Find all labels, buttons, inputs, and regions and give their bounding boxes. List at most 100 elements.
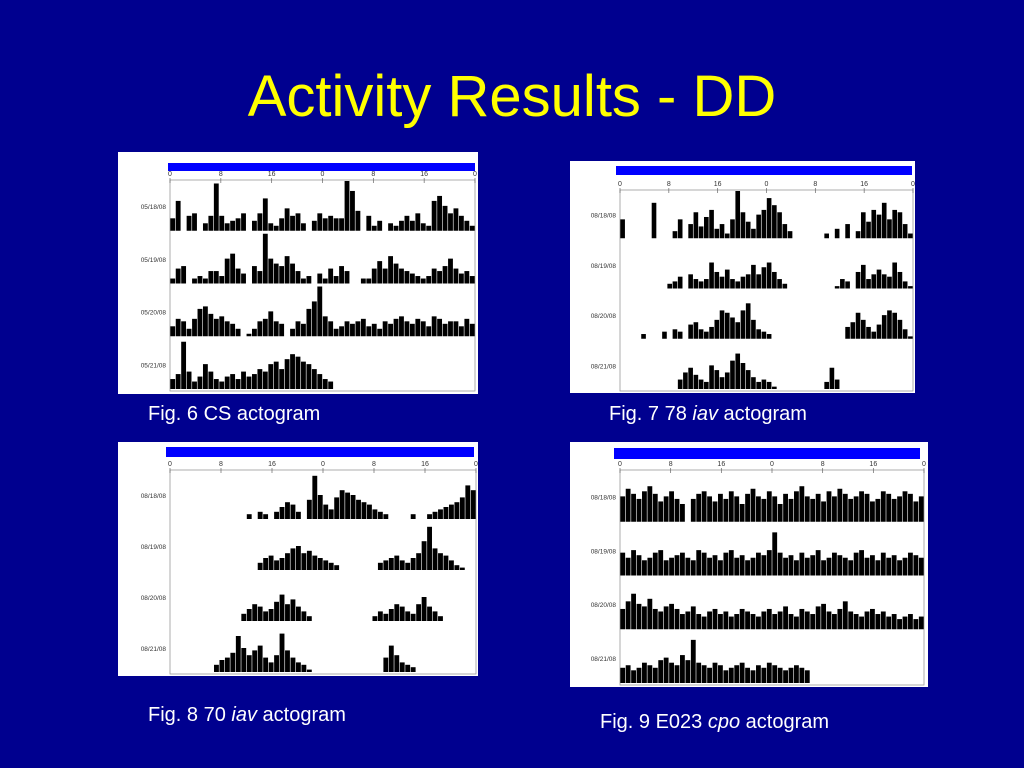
activity-bar <box>772 205 777 239</box>
activity-bar <box>453 268 459 284</box>
activity-bar <box>685 660 691 683</box>
activity-bar <box>202 278 208 284</box>
row-date-label: 08/21/08 <box>591 363 617 370</box>
activity-bar <box>777 611 783 630</box>
activity-bar <box>416 604 422 621</box>
activity-bar <box>344 321 350 337</box>
activity-bar <box>420 321 426 337</box>
activity-bar <box>652 493 658 522</box>
row-date-label: 08/18/08 <box>141 493 167 500</box>
activity-bar <box>213 183 219 231</box>
x-tick-label: 0 <box>765 181 769 188</box>
activity-bar <box>241 371 246 389</box>
activity-bar <box>642 606 647 630</box>
activity-bar <box>734 496 740 522</box>
activity-bar <box>683 372 688 389</box>
activity-bar <box>268 555 274 570</box>
row-date-label: 08/19/08 <box>591 548 617 555</box>
activity-bar <box>782 224 788 239</box>
activity-bar <box>426 276 432 284</box>
activity-bar <box>274 601 279 621</box>
activity-bar <box>751 228 756 239</box>
activity-bar <box>311 220 317 231</box>
activity-bar <box>464 220 470 231</box>
activity-bar <box>241 213 246 231</box>
activity-bar <box>701 491 707 522</box>
caption-italic: cpo <box>707 711 741 733</box>
activity-bar <box>886 557 892 576</box>
activity-bar <box>350 495 356 519</box>
x-tick-label: 8 <box>219 171 223 178</box>
activity-bar <box>845 326 850 339</box>
activity-bar <box>388 223 394 231</box>
activity-bar <box>322 278 328 284</box>
activity-bar <box>870 608 875 630</box>
activity-bar <box>837 488 843 522</box>
activity-bar <box>426 225 432 231</box>
activity-bar <box>730 279 735 289</box>
activity-bar <box>279 218 285 231</box>
activity-bar <box>693 322 699 339</box>
activity-bar <box>469 225 475 231</box>
activity-bar <box>345 492 351 519</box>
caption-prefix: Fig. 9 E023 <box>600 711 703 733</box>
activity-bar <box>214 664 219 672</box>
activity-bar <box>876 269 882 289</box>
activity-bar <box>719 276 725 289</box>
activity-bar <box>837 608 843 630</box>
activity-bar <box>268 662 274 672</box>
activity-bar <box>761 267 767 289</box>
activity-bar <box>420 278 426 284</box>
activity-bar <box>804 496 810 522</box>
activity-bar <box>306 499 312 519</box>
activity-bar <box>405 562 411 570</box>
activity-bar <box>756 496 761 522</box>
activity-bar <box>864 557 870 576</box>
activity-bar <box>832 614 837 630</box>
activity-bar <box>696 493 702 522</box>
activity-bar <box>855 271 861 289</box>
activity-bar <box>832 552 837 576</box>
activity-bar <box>181 341 187 389</box>
activity-bar <box>724 312 730 339</box>
activity-bar <box>918 616 924 630</box>
activity-bar <box>334 497 340 519</box>
activity-bar <box>197 276 203 284</box>
activity-bar <box>701 552 707 576</box>
activity-bar <box>290 599 296 621</box>
activity-bar <box>677 219 683 239</box>
activity-bar <box>459 567 465 570</box>
activity-bar <box>175 268 181 284</box>
activity-bar <box>701 665 707 683</box>
activity-bar <box>388 645 394 672</box>
caption-italic: iav <box>692 403 718 425</box>
activity-bar <box>393 225 399 231</box>
activity-bar <box>306 616 312 621</box>
activity-bar <box>224 657 230 672</box>
x-tick-label: 8 <box>669 461 673 468</box>
x-tick-label: 0 <box>474 461 478 468</box>
row-date-label: 05/18/08 <box>141 204 167 211</box>
activity-bar <box>219 276 225 284</box>
activity-bar <box>652 552 658 576</box>
activity-bar <box>213 318 219 337</box>
activity-bar <box>685 611 691 630</box>
activity-bar <box>295 321 301 337</box>
caption-suffix: actogram <box>236 403 321 425</box>
activity-bar <box>465 485 471 519</box>
activity-bar <box>202 364 208 389</box>
activity-bar <box>750 557 756 576</box>
x-tick-label: 8 <box>667 181 671 188</box>
activity-bar <box>859 550 864 576</box>
activity-bar <box>431 200 437 231</box>
activity-bar <box>709 326 714 339</box>
activity-bar <box>723 552 729 576</box>
activity-bar <box>658 611 664 630</box>
activity-bar <box>718 560 723 576</box>
activity-bar <box>647 486 653 522</box>
activity-bar <box>181 321 187 337</box>
activity-bar <box>437 318 443 337</box>
activity-bar <box>295 662 301 672</box>
activity-bar <box>421 541 427 570</box>
activity-bar <box>853 496 859 522</box>
